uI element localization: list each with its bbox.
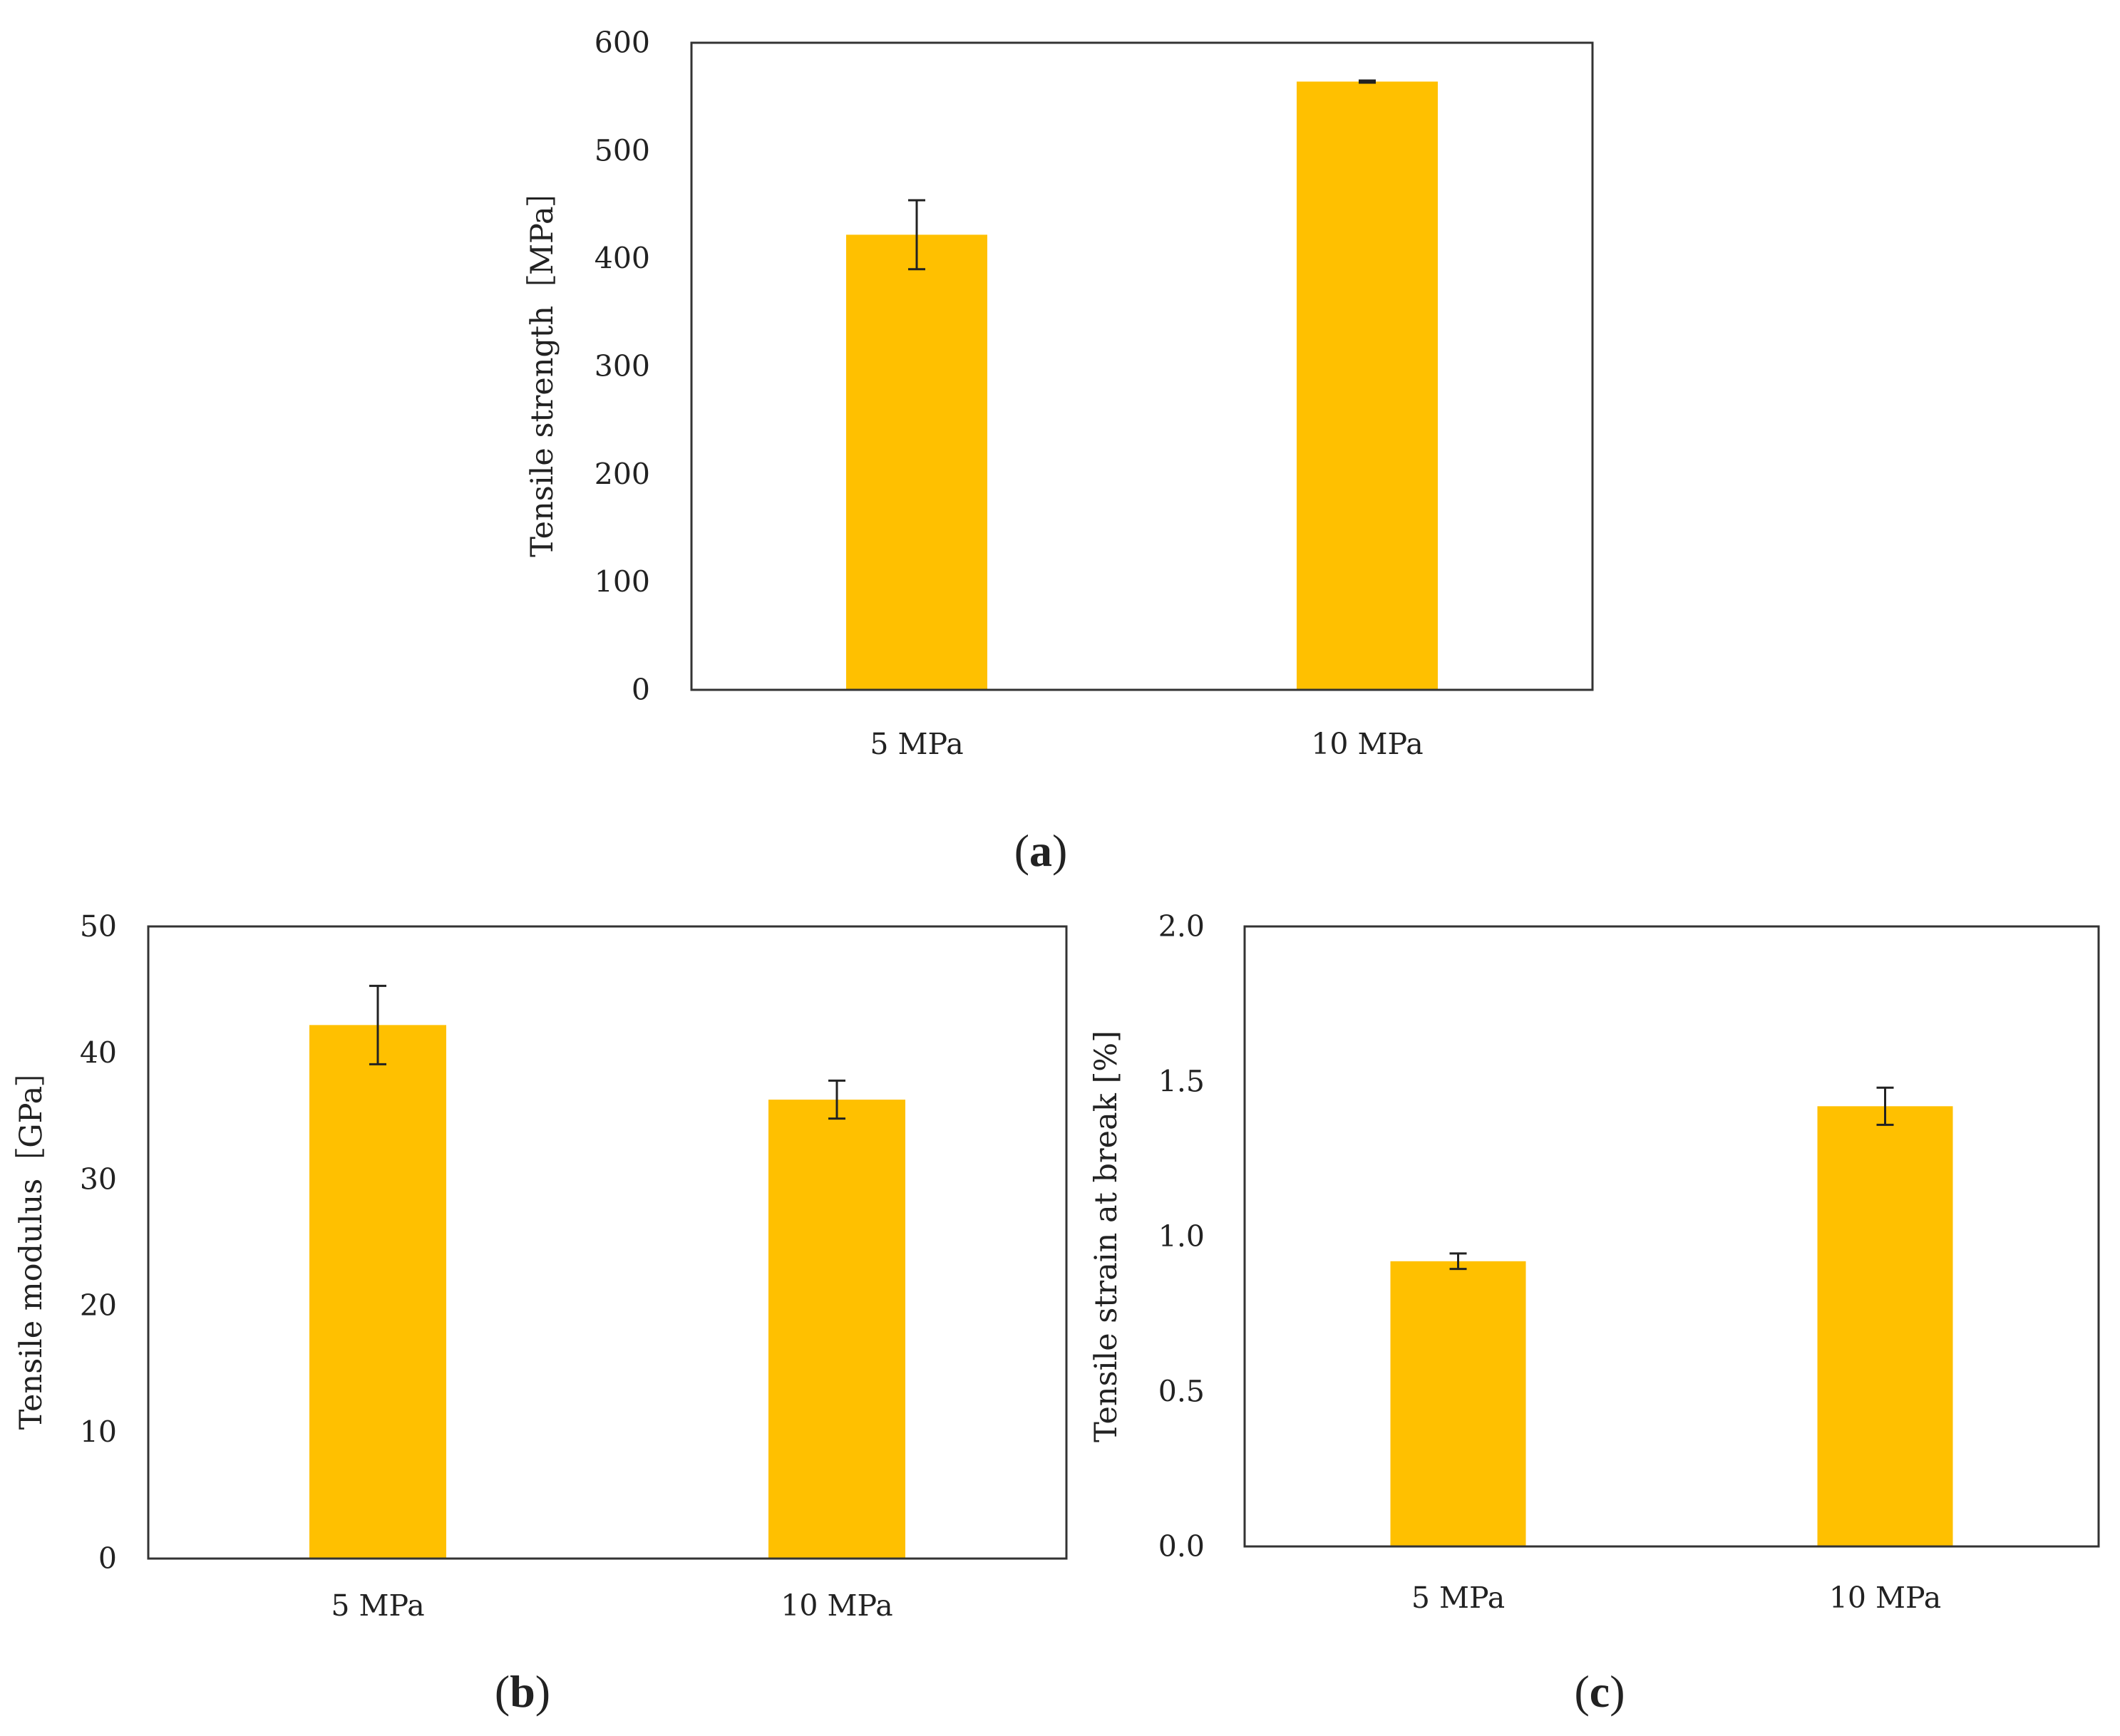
plot-frame-b	[147, 925, 1068, 1560]
y-tick-label-b-1: 10	[80, 1415, 117, 1450]
panel-label-a: (a)	[1014, 825, 1068, 876]
y-tick-label-b-2: 20	[80, 1288, 117, 1323]
y-tick-label-b-3: 30	[80, 1162, 117, 1197]
y-tick-label-c-0: 0.0	[1158, 1529, 1205, 1564]
y-tick-label-a-6: 600	[595, 26, 650, 60]
error-bar-c-2	[1876, 1086, 1894, 1126]
bar-b-2	[768, 1100, 905, 1559]
bar-a-2	[1297, 81, 1438, 691]
x-tick-label-c-2: 10 MPa	[1829, 1581, 1941, 1615]
error-bar-c-1	[1449, 1252, 1467, 1271]
y-tick-label-a-2: 200	[595, 457, 650, 491]
bar-c-2	[1817, 1106, 1953, 1546]
error-bar-a-2	[1359, 79, 1376, 84]
y-tick-label-a-4: 400	[595, 242, 650, 276]
y-tick-label-b-5: 50	[80, 909, 117, 944]
y-axis-title-a: Tensile strength［MPa］	[525, 175, 560, 557]
x-tick-label-b-1: 5 MPa	[331, 1588, 424, 1623]
chart-panel-c: 5 MPa 10 MPa 0.0 0.5 1.0 1.5 2.0 Tensile strain…	[1089, 909, 2100, 1717]
y-tick-label-a-1: 100	[595, 565, 650, 599]
y-tick-label-b-0: 0	[98, 1541, 117, 1576]
error-bar-a-1	[908, 199, 925, 271]
chart-panel-b: 5 MPa 10 MPa 0 10 20 30 40 50 Tensile modulus［GP…	[14, 909, 1068, 1717]
y-tick-label-c-1: 0.5	[1158, 1375, 1205, 1409]
plot-frame-c	[1243, 925, 2100, 1548]
y-tick-label-b-4: 40	[80, 1035, 117, 1070]
plot-frame-a	[690, 41, 1594, 691]
error-bar-b-2	[828, 1079, 845, 1120]
bar-a-1	[846, 234, 987, 691]
bar-b-1	[309, 1025, 446, 1559]
x-tick-label-a-1: 5 MPa	[870, 727, 963, 761]
y-tick-label-c-3: 1.5	[1158, 1065, 1205, 1099]
y-tick-label-a-5: 500	[595, 133, 650, 167]
y-axis-title-c: Tensile strain at break [%]	[1089, 1030, 1124, 1442]
x-tick-label-a-2: 10 MPa	[1311, 727, 1423, 761]
y-tick-label-a-0: 0	[632, 673, 650, 707]
bar-c-1	[1390, 1261, 1526, 1546]
panel-label-b: (b)	[495, 1666, 550, 1717]
error-bar-b-1	[369, 984, 386, 1065]
y-tick-label-c-4: 2.0	[1158, 909, 1205, 944]
y-tick-label-c-2: 1.0	[1158, 1219, 1205, 1254]
panel-label-c: (c)	[1574, 1666, 1625, 1717]
y-tick-label-a-3: 300	[595, 349, 650, 383]
chart-panel-a: 5 MPa 10 MPa 0 100 200 300 400 500 600 Tensile st…	[525, 26, 1594, 876]
x-tick-label-b-2: 10 MPa	[781, 1588, 892, 1623]
y-axis-title-b: Tensile modulus［GPa］	[14, 1055, 49, 1430]
x-tick-label-c-1: 5 MPa	[1411, 1581, 1505, 1615]
